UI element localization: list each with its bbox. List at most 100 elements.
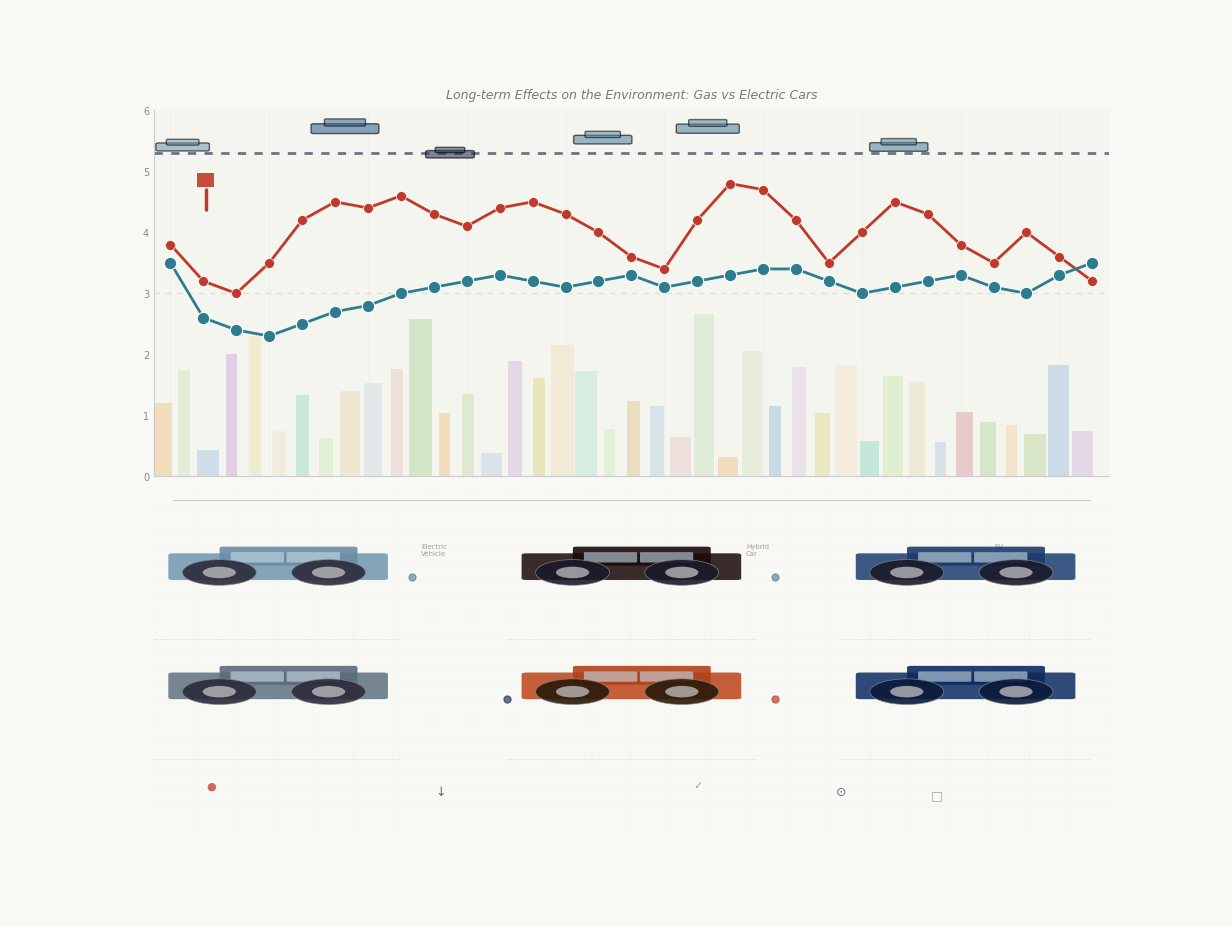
- Bar: [835, 365, 857, 476]
- Point: [260, 329, 280, 344]
- Point: [490, 201, 510, 216]
- Point: [589, 225, 609, 240]
- Circle shape: [891, 686, 924, 698]
- Circle shape: [891, 567, 924, 578]
- Text: Battery
EV: Battery EV: [994, 667, 1020, 679]
- Text: ✓: ✓: [694, 781, 703, 791]
- Bar: [1007, 425, 1016, 476]
- Circle shape: [979, 560, 1053, 586]
- Point: [292, 213, 312, 228]
- Bar: [480, 453, 503, 476]
- FancyBboxPatch shape: [521, 553, 742, 580]
- FancyBboxPatch shape: [230, 672, 283, 682]
- Point: [457, 220, 477, 235]
- Circle shape: [182, 560, 256, 586]
- Point: [325, 196, 345, 210]
- Bar: [227, 355, 237, 476]
- Point: [589, 274, 609, 289]
- Bar: [981, 422, 995, 476]
- Bar: [860, 441, 880, 476]
- Point: [786, 262, 806, 277]
- FancyBboxPatch shape: [975, 672, 1027, 682]
- Point: [359, 201, 378, 216]
- Text: Long-term Effects on the Environment: Gas vs Electric Cars: Long-term Effects on the Environment: Ga…: [446, 89, 817, 102]
- Point: [424, 281, 444, 296]
- Point: [193, 274, 213, 289]
- Point: [325, 305, 345, 320]
- FancyBboxPatch shape: [584, 672, 637, 682]
- FancyBboxPatch shape: [156, 144, 209, 152]
- Bar: [340, 392, 360, 476]
- FancyBboxPatch shape: [287, 552, 340, 563]
- Point: [622, 268, 642, 283]
- FancyBboxPatch shape: [639, 552, 694, 563]
- Bar: [1048, 366, 1069, 476]
- Bar: [792, 367, 806, 476]
- Point: [721, 268, 740, 283]
- Bar: [197, 451, 218, 476]
- Point: [753, 262, 772, 277]
- Circle shape: [556, 686, 589, 698]
- Point: [654, 262, 674, 277]
- FancyBboxPatch shape: [856, 553, 1076, 580]
- Point: [1016, 286, 1036, 301]
- Bar: [551, 345, 574, 476]
- Point: [1016, 225, 1036, 240]
- Bar: [532, 378, 545, 476]
- Bar: [365, 384, 382, 476]
- Point: [819, 274, 839, 289]
- Bar: [149, 404, 171, 476]
- FancyBboxPatch shape: [918, 552, 971, 563]
- FancyBboxPatch shape: [870, 144, 928, 152]
- FancyBboxPatch shape: [907, 667, 1045, 685]
- FancyBboxPatch shape: [856, 673, 1076, 699]
- Circle shape: [644, 560, 718, 586]
- Text: ↓: ↓: [435, 785, 446, 798]
- Bar: [742, 352, 761, 476]
- Point: [160, 238, 180, 253]
- Point: [391, 189, 410, 204]
- Point: [853, 225, 872, 240]
- Bar: [909, 382, 925, 476]
- Point: [556, 208, 575, 222]
- Bar: [462, 394, 473, 476]
- Circle shape: [556, 567, 589, 578]
- Point: [687, 213, 707, 228]
- FancyBboxPatch shape: [907, 547, 1045, 566]
- Point: [819, 256, 839, 271]
- Point: [1050, 250, 1069, 265]
- Circle shape: [312, 567, 345, 578]
- Point: [885, 281, 904, 296]
- FancyBboxPatch shape: [169, 673, 388, 699]
- FancyBboxPatch shape: [573, 547, 711, 566]
- Bar: [605, 430, 615, 476]
- Bar: [627, 401, 641, 476]
- Bar: [770, 406, 781, 476]
- Bar: [179, 371, 190, 476]
- Point: [556, 281, 575, 296]
- Point: [753, 183, 772, 197]
- Point: [193, 311, 213, 325]
- Bar: [650, 406, 664, 476]
- FancyBboxPatch shape: [574, 136, 632, 145]
- Point: [227, 286, 246, 301]
- Point: [687, 274, 707, 289]
- FancyBboxPatch shape: [310, 124, 379, 134]
- Circle shape: [870, 560, 944, 586]
- Point: [918, 274, 938, 289]
- Bar: [409, 320, 432, 476]
- Point: [786, 213, 806, 228]
- Circle shape: [203, 567, 237, 578]
- Bar: [319, 438, 333, 476]
- Point: [359, 298, 378, 313]
- FancyBboxPatch shape: [881, 139, 917, 146]
- Point: [522, 274, 542, 289]
- Text: Hybrid
Car: Hybrid Car: [747, 544, 769, 557]
- Circle shape: [292, 560, 366, 586]
- Point: [918, 208, 938, 222]
- FancyBboxPatch shape: [521, 673, 742, 699]
- Bar: [575, 371, 598, 476]
- Point: [1083, 256, 1103, 271]
- Point: [1083, 274, 1103, 289]
- Bar: [883, 376, 903, 476]
